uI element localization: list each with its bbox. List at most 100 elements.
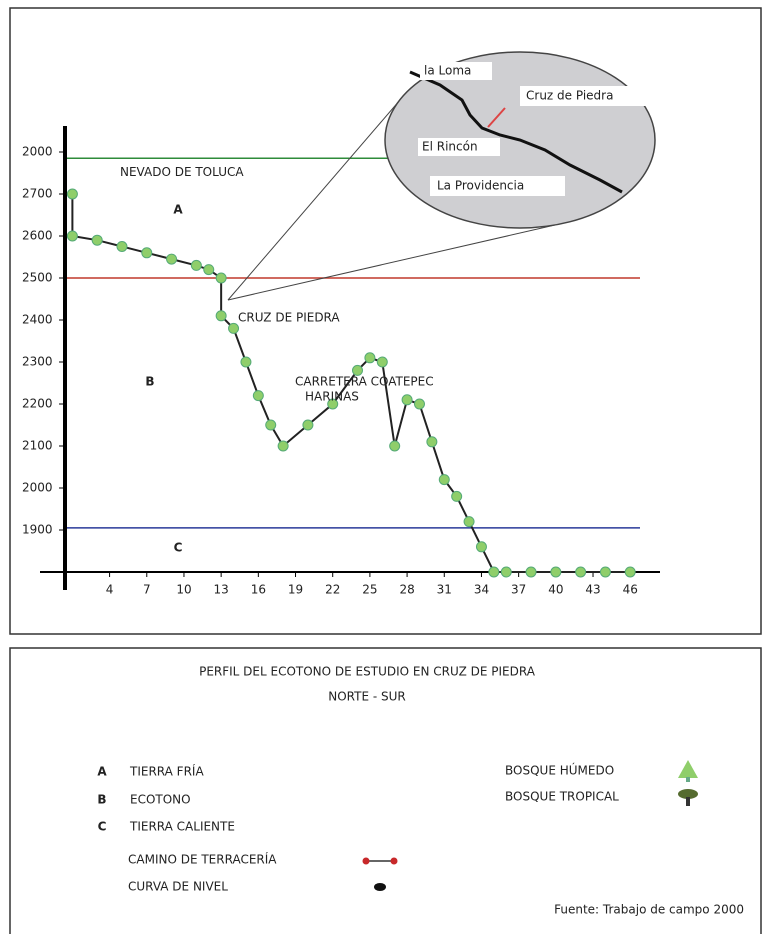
plot: NEVADO DE TOLUCA 2000 2700 2600 2500 2400 2300… (22, 126, 660, 834)
legend-label: BOSQUE HÚMEDO (505, 763, 614, 778)
connector (227, 224, 556, 301)
inset-place: La Providencia (437, 179, 524, 193)
legend-label: CAMINO DE TERRACERÍA (128, 852, 277, 867)
profile-point (277, 440, 289, 452)
profile-point (166, 253, 178, 265)
profile-point (599, 566, 611, 578)
y-tick-label: 1900 (22, 523, 53, 537)
annotation: HARINAS (305, 390, 359, 404)
inset-place: la Loma (424, 64, 471, 78)
y-tick-label: 2500 (22, 271, 53, 285)
y-tick-label: 2100 (22, 439, 53, 453)
profile-point (463, 516, 475, 528)
profile-point (376, 356, 388, 368)
profile-point (500, 566, 512, 578)
y-tick-label: 2000 (22, 145, 53, 159)
zone-letter: C (174, 541, 183, 555)
x-tick-label: 16 (251, 583, 266, 597)
profile-point (141, 247, 153, 259)
profile-point (203, 264, 215, 276)
inset-place: Cruz de Piedra (526, 89, 613, 103)
profile-point (401, 394, 413, 406)
icon-tropical (678, 789, 698, 806)
profile-point (413, 398, 425, 410)
y-tick-label: 2700 (22, 187, 53, 201)
x-tick-label: 28 (399, 583, 414, 597)
profile-point (488, 566, 500, 578)
profile-point (215, 272, 227, 284)
profile-point (624, 566, 636, 578)
profile-point (389, 440, 401, 452)
zone-letter: B (145, 375, 154, 389)
y-tick-label: 2000 (22, 481, 53, 495)
profile-point (575, 566, 587, 578)
profile-point (215, 310, 227, 322)
profile-point (190, 259, 202, 271)
icon-road (362, 857, 398, 865)
profile-point (438, 474, 450, 486)
zone-label: ECOTONO (130, 793, 191, 807)
legend-label: BOSQUE TROPICAL (505, 790, 619, 804)
profile-point (525, 566, 537, 578)
inset-road (409, 70, 623, 194)
legend-label: CURVA DE NIVEL (128, 880, 228, 894)
profile-point (451, 490, 463, 502)
x-tick-label: 19 (288, 583, 303, 597)
x-tick-label: 37 (511, 583, 526, 597)
legend-subtitle: NORTE - SUR (328, 690, 406, 704)
y-tick-label: 2300 (22, 355, 53, 369)
profile-point (91, 234, 103, 246)
profile-point (426, 436, 438, 448)
icon-humid (678, 760, 698, 782)
x-tick-label: 43 (585, 583, 600, 597)
legend-letter: B (97, 793, 106, 807)
profile-point (66, 188, 78, 200)
y-tick-label: 2400 (22, 313, 53, 327)
reference-label: NEVADO DE TOLUCA (120, 165, 244, 179)
label-bg (420, 62, 492, 80)
x-tick-label: 22 (325, 583, 340, 597)
source: Fuente: Trabajo de campo 2000 (554, 903, 744, 917)
x-tick-label: 4 (106, 583, 114, 597)
profile-point (327, 398, 339, 410)
inset-arrow (487, 107, 506, 128)
x-tick-label: 40 (548, 583, 563, 597)
chart-frame (9, 7, 762, 635)
annotation: CARRETERA COATEPEC (295, 375, 434, 389)
legend-title: PERFIL DEL ECOTONO DE ESTUDIO EN CRUZ DE… (199, 665, 536, 679)
legend-letter: A (97, 765, 107, 779)
x-tick-label: 25 (362, 583, 377, 597)
connector (227, 99, 401, 301)
profile-point (252, 390, 264, 402)
zone-label: TIERRA FRÍA (129, 764, 204, 779)
legend-letter: C (98, 820, 107, 834)
profile-point (66, 230, 78, 242)
x-tick-label: 7 (143, 583, 151, 597)
profile-point (228, 322, 240, 334)
x-tick-label: 13 (214, 583, 229, 597)
label-bg (418, 138, 500, 156)
label-bg (520, 86, 648, 106)
inset-place: El Rincón (422, 140, 478, 154)
zone-letter: A (173, 203, 183, 217)
y-tick-label: 2200 (22, 397, 53, 411)
profile-point (550, 566, 562, 578)
annotation: CRUZ DE PIEDRA (238, 311, 340, 325)
profile-point (240, 356, 252, 368)
x-tick-label: 31 (437, 583, 452, 597)
profile-point (364, 352, 376, 364)
y-tick-label: 2600 (22, 229, 53, 243)
profile-point (475, 541, 487, 553)
profile-point (265, 419, 277, 431)
profile-point (352, 364, 363, 376)
icon-contour (374, 883, 386, 891)
x-tick-label: 10 (176, 583, 191, 597)
profile-point (302, 419, 314, 431)
x-tick-label: 34 (474, 583, 489, 597)
label-bg (430, 176, 565, 196)
profile-point (116, 241, 128, 252)
zone-label: TIERRA CALIENTE (129, 820, 235, 834)
legend-frame (9, 647, 762, 938)
